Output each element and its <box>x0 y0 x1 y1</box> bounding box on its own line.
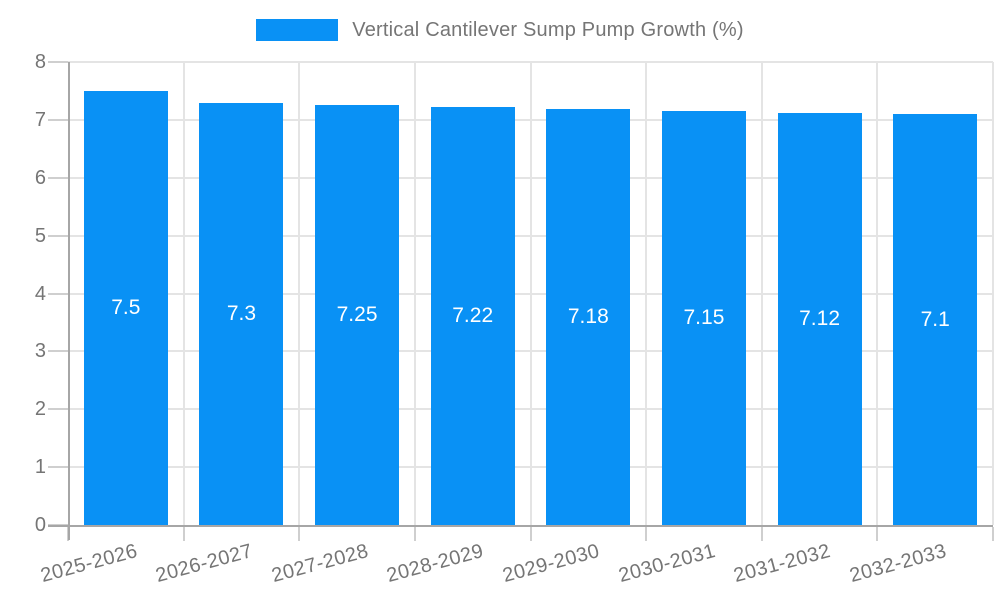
y-tick-mark <box>48 292 68 295</box>
bar: 7.15 <box>661 111 746 525</box>
y-tick-mark <box>48 350 68 353</box>
y-tick-mark <box>48 176 68 179</box>
y-tick-label: 0 <box>34 514 46 536</box>
x-axis-line <box>48 525 993 527</box>
y-axis-line <box>68 62 70 540</box>
y-tick-label: 2 <box>34 398 46 421</box>
legend: Vertical Cantilever Sump Pump Growth (%) <box>0 16 1000 44</box>
y-tick-label: 1 <box>34 456 46 479</box>
bar-value-label: 7.1 <box>920 307 950 331</box>
bar-value-label: 7.12 <box>799 306 840 330</box>
x-tick-mark <box>760 527 763 541</box>
x-tick-mark <box>529 527 532 541</box>
x-tick-mark <box>298 527 301 541</box>
bar: 7.25 <box>315 105 400 525</box>
gridline-vertical <box>182 62 185 525</box>
bar: 7.5 <box>83 90 168 525</box>
plot-area: 7.5 7.3 7.25 7.22 7.18 7.15 7.12 7.1 <box>48 61 994 541</box>
x-tick-label: 2028-2029 <box>384 540 487 587</box>
bar-value-label: 7.25 <box>336 303 378 327</box>
gridline-vertical <box>413 62 416 525</box>
y-tick-label: 5 <box>34 224 46 247</box>
x-tick-label: 2032-2033 <box>847 540 949 587</box>
x-tick-mark <box>876 527 879 541</box>
x-tick-label: 2027-2028 <box>269 540 371 587</box>
gridline-vertical <box>645 62 648 525</box>
y-tick-mark <box>48 118 68 121</box>
bar-value-label: 7.3 <box>226 301 257 325</box>
bar-value-label: 7.22 <box>452 304 494 328</box>
bar-value-label: 7.5 <box>111 295 141 319</box>
bar: 7.1 <box>893 114 978 525</box>
x-tick-mark <box>645 527 648 541</box>
gridline-vertical <box>992 62 994 525</box>
y-tick-mark <box>48 61 68 63</box>
legend-label: Vertical Cantilever Sump Pump Growth (%) <box>352 18 744 41</box>
x-tick-mark <box>182 527 185 541</box>
bar: 7.3 <box>199 102 284 525</box>
gridline-vertical <box>760 62 763 525</box>
gridline-vertical <box>298 62 301 525</box>
x-tick-label: 2030-2031 <box>616 540 718 587</box>
bar: 7.12 <box>777 112 862 525</box>
y-tick-mark <box>48 466 68 469</box>
bar-value-label: 7.18 <box>567 305 609 329</box>
bar-value-label: 7.15 <box>683 306 725 330</box>
y-tick-mark <box>48 408 68 411</box>
x-tick-label: 2031-2032 <box>731 540 834 587</box>
gridline-vertical <box>529 62 532 525</box>
y-tick-label: 7 <box>34 108 46 131</box>
x-tick-label: 2029-2030 <box>500 540 603 587</box>
x-tick-mark <box>413 527 416 541</box>
gridline-vertical <box>876 62 879 525</box>
x-tick-mark <box>992 527 994 541</box>
bar: 7.18 <box>546 109 631 525</box>
y-tick-label: 3 <box>34 340 46 363</box>
x-tick-label: 2026-2027 <box>153 540 256 587</box>
bar: 7.22 <box>430 107 515 525</box>
axes-layer <box>48 62 993 540</box>
y-tick-mark <box>48 234 68 237</box>
bars-layer: 7.5 7.3 7.25 7.22 7.18 7.15 7.12 7.1 <box>68 62 993 525</box>
legend-swatch <box>256 19 339 41</box>
x-tick-label: 2025-2026 <box>37 540 140 587</box>
y-tick-label: 4 <box>34 282 46 305</box>
gridlines-layer <box>48 61 994 541</box>
y-tick-label: 6 <box>34 166 46 189</box>
y-tick-label: 8 <box>34 51 46 73</box>
